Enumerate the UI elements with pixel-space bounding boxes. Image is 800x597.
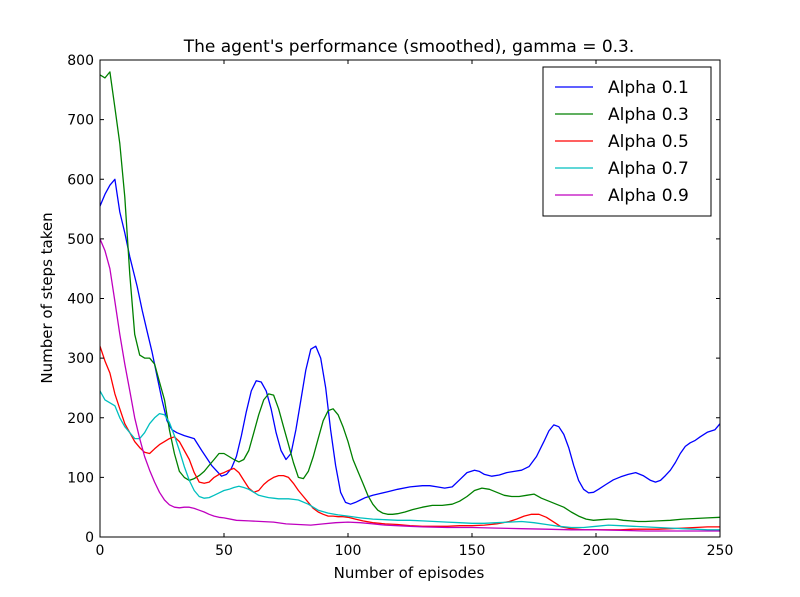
y-tick-label: 0 bbox=[85, 530, 94, 546]
y-tick-label: 500 bbox=[67, 232, 94, 248]
series-line-2 bbox=[100, 71, 720, 523]
series-lines bbox=[100, 71, 720, 532]
x-tick-label: 200 bbox=[583, 543, 610, 559]
y-tick-label: 800 bbox=[67, 53, 94, 69]
series-line-3 bbox=[100, 345, 720, 531]
y-tick-label: 700 bbox=[67, 113, 94, 129]
x-tick-label: 0 bbox=[96, 543, 105, 559]
legend-label: Alpha 0.1 bbox=[608, 78, 689, 98]
x-tick-label: 50 bbox=[215, 543, 233, 559]
x-tick-label: 250 bbox=[707, 543, 734, 559]
legend-label: Alpha 0.7 bbox=[608, 159, 689, 179]
legend-label: Alpha 0.5 bbox=[608, 132, 689, 152]
legend-label: Alpha 0.9 bbox=[608, 186, 689, 206]
y-tick-label: 200 bbox=[67, 411, 94, 427]
series-line-4 bbox=[100, 390, 720, 531]
x-tick-label: 100 bbox=[335, 543, 362, 559]
y-axis-label: Number of steps taken bbox=[38, 212, 56, 383]
y-tick-label: 100 bbox=[67, 470, 94, 486]
series-line-5 bbox=[100, 238, 720, 532]
axis-ticks: 0 50 100 150 200 250 0 100 200 300 400 500 600 700 800 bbox=[67, 53, 733, 559]
series-line-1 bbox=[100, 178, 720, 505]
legend-label: Alpha 0.3 bbox=[608, 105, 689, 125]
x-axis-label: Number of episodes bbox=[334, 564, 485, 582]
chart-title: The agent's performance (smoothed), gamm… bbox=[183, 37, 635, 57]
legend: Alpha 0.1 Alpha 0.3 Alpha 0.5 Alpha 0.7 Alph… bbox=[542, 66, 712, 217]
y-tick-label: 400 bbox=[67, 292, 94, 308]
y-tick-label: 300 bbox=[67, 351, 94, 367]
x-tick-label: 150 bbox=[459, 543, 486, 559]
y-tick-label: 600 bbox=[67, 172, 94, 188]
